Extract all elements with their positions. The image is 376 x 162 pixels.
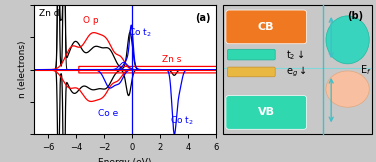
FancyBboxPatch shape xyxy=(226,10,306,44)
Text: Co e: Co e xyxy=(99,109,119,118)
Text: E$_f$: E$_f$ xyxy=(360,63,371,77)
Ellipse shape xyxy=(326,16,369,64)
Text: VB: VB xyxy=(258,107,275,117)
Text: Co t$_2$: Co t$_2$ xyxy=(170,114,194,127)
Text: Zn d: Zn d xyxy=(39,9,60,18)
Text: Co t$_2$: Co t$_2$ xyxy=(128,27,152,39)
FancyBboxPatch shape xyxy=(227,49,275,60)
Text: O p: O p xyxy=(83,17,99,25)
Text: CB: CB xyxy=(258,22,274,32)
X-axis label: Energy (eV): Energy (eV) xyxy=(99,158,152,162)
Ellipse shape xyxy=(326,71,369,107)
Text: t$_2$$\downarrow$: t$_2$$\downarrow$ xyxy=(286,48,304,62)
FancyBboxPatch shape xyxy=(227,67,275,77)
Text: e$_g$$\downarrow$: e$_g$$\downarrow$ xyxy=(286,65,306,79)
Y-axis label: n (electrons): n (electrons) xyxy=(18,41,27,98)
Text: (b): (b) xyxy=(347,11,363,21)
Text: Zn s: Zn s xyxy=(162,55,181,64)
Text: (a): (a) xyxy=(196,13,211,23)
FancyBboxPatch shape xyxy=(226,96,306,129)
